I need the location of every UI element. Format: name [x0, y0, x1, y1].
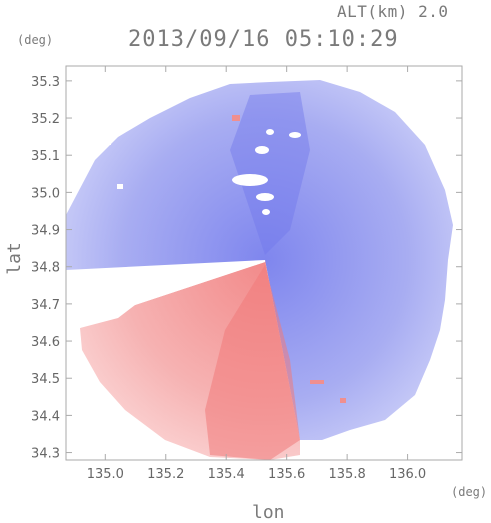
- timestamp-title: 2013/09/16 05:10:29: [128, 27, 399, 52]
- x-axis-unit: (deg): [451, 485, 488, 499]
- x-tick-label: 136.0: [389, 467, 426, 482]
- tick-labels: 135.0 135.2 135.4 135.6 135.8 136.0 35.3 35.2 35…: [31, 75, 426, 482]
- altitude-label: ALT(km) 2.0: [337, 2, 449, 21]
- y-axis-unit: (deg): [17, 33, 54, 47]
- negative-velocity-region: [66, 80, 453, 440]
- y-tick-label: 34.7: [31, 298, 60, 313]
- echo-free-spots: [106, 129, 301, 215]
- x-tick-label: 135.2: [147, 467, 184, 482]
- velocity-field: [66, 80, 453, 460]
- y-tick-label: 34.6: [31, 335, 60, 350]
- y-tick-label: 35.0: [31, 186, 60, 201]
- y-tick-label: 34.5: [31, 372, 60, 387]
- y-tick-label: 35.3: [31, 75, 60, 90]
- strong-negative-core: [230, 92, 310, 255]
- strong-positive-core: [205, 265, 300, 460]
- y-tick-label: 35.1: [31, 149, 60, 164]
- plot-frame: [65, 65, 463, 461]
- x-axis-label: lon: [252, 502, 285, 523]
- y-tick-label: 35.2: [31, 112, 60, 127]
- x-tick-label: 135.8: [329, 467, 366, 482]
- x-tick-label: 135.6: [268, 467, 305, 482]
- y-tick-label: 34.8: [31, 261, 60, 276]
- axis-ticks: [66, 66, 462, 460]
- y-tick-label: 34.9: [31, 224, 60, 239]
- y-tick-label: 34.4: [31, 409, 60, 424]
- echo-speckles: [232, 115, 346, 403]
- x-tick-label: 135.4: [208, 467, 245, 482]
- no-data-sector: [66, 262, 265, 330]
- x-tick-label: 135.0: [87, 467, 124, 482]
- y-tick-label: 34.3: [31, 447, 60, 462]
